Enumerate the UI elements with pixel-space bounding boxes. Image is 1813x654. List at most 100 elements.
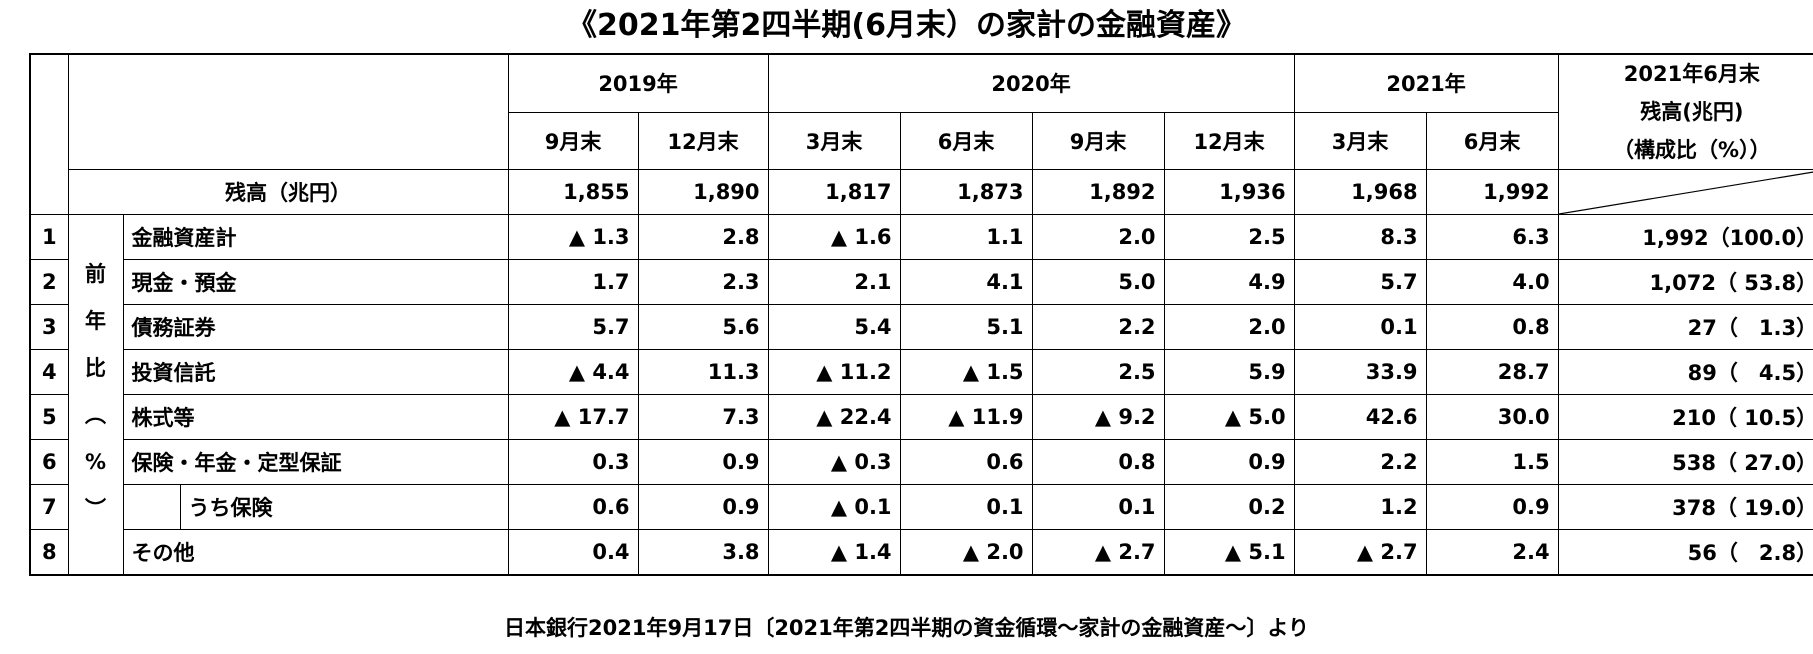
balance-share-value: 210（ 10.5） — [1557, 394, 1813, 440]
yoy-value: 11.3 — [637, 349, 769, 395]
yoy-value: 42.6 — [1293, 394, 1427, 440]
side-label-char: ︶ — [85, 497, 106, 521]
yoy-value: 2.8 — [637, 214, 769, 260]
row-label: 株式等 — [122, 394, 509, 440]
header-year-row: 2019年 2020年 2021年 2021年6月末 残高(兆円) （構成比（%… — [29, 53, 1813, 215]
row-label: 保険・年金・定型保証 — [122, 439, 509, 485]
yoy-value: ▲ 5.0 — [1163, 394, 1295, 440]
yoy-value: 2.4 — [1425, 529, 1559, 576]
yoy-value: ▲ 11.2 — [767, 349, 901, 395]
source-note: 日本銀行2021年9月17日〔2021年第2四半期の資金循環～家計の金融資産～〕… — [504, 616, 1309, 640]
row-label: 現金・預金 — [122, 259, 509, 305]
yoy-value: 5.7 — [1293, 259, 1427, 305]
yoy-value: 0.1 — [1293, 304, 1427, 350]
header-year-2020: 2020年 — [767, 53, 1295, 113]
yoy-value: 0.1 — [1031, 484, 1165, 530]
yoy-percent-side-label: 前年比 ︵% ︶ — [67, 214, 124, 576]
yoy-value: 1.5 — [1425, 439, 1559, 485]
header-month: 12月末 — [1163, 111, 1295, 171]
yoy-value: 6.3 — [1425, 214, 1559, 260]
yoy-value: ▲ 17.7 — [507, 394, 639, 440]
yoy-value: 0.9 — [1163, 439, 1295, 485]
balance-value: 1,817 — [767, 169, 901, 215]
yoy-value: ▲ 22.4 — [767, 394, 901, 440]
yoy-value: 2.5 — [1031, 349, 1165, 395]
balance-row-label: 残高（兆円） — [67, 169, 509, 215]
balance-share-value: 56（ 2.8） — [1557, 529, 1813, 576]
yoy-value: ▲ 4.4 — [507, 349, 639, 395]
yoy-value: 2.3 — [637, 259, 769, 305]
header-month: 12月末 — [637, 111, 769, 171]
balance-value: 1,992 — [1425, 169, 1559, 215]
balance-share-value: 27（ 1.3） — [1557, 304, 1813, 350]
table-row: 8 その他 0.4 3.8 ▲ 1.4 ▲ 2.0 ▲ 2.7 ▲ 5.1 ▲ 2.7 2.4 56… — [29, 529, 1813, 576]
row-label: その他 — [122, 529, 509, 576]
header-balance-june-2021: 2021年6月末 残高(兆円) （構成比（%）） — [1557, 53, 1813, 170]
yoy-value: 0.9 — [637, 439, 769, 485]
balance-share-value: 1,992（100.0） — [1557, 214, 1813, 260]
balance-share-value: 1,072（ 53.8） — [1557, 259, 1813, 305]
header-month: 3月末 — [767, 111, 901, 171]
yoy-value: 0.6 — [507, 484, 639, 530]
balance-share-value: 89（ 4.5） — [1557, 349, 1813, 395]
yoy-value: 2.0 — [1163, 304, 1295, 350]
yoy-value: ▲ 1.3 — [507, 214, 639, 260]
yoy-value: 0.1 — [899, 484, 1033, 530]
balance-value: 1,892 — [1031, 169, 1165, 215]
yoy-value: 1.7 — [507, 259, 639, 305]
side-label-char: % — [84, 450, 107, 474]
yoy-value: 0.3 — [507, 439, 639, 485]
yoy-value: 5.7 — [507, 304, 639, 350]
header-month-row: 9月末 12月末 3月末 6月末 9月末 12月末 3月末 6月末 — [30, 111, 1813, 171]
yoy-value: ▲ 1.6 — [767, 214, 901, 260]
row-index: 1 — [29, 214, 69, 260]
header-month: 6月末 — [1425, 111, 1559, 171]
table-row: 1 前年比 ︵% ︶ 金融資産計 ▲ 1.3 2.8 ▲ 1.6 1.1 2.0 2.5 8.3 6.3… — [29, 214, 1813, 576]
yoy-value: 5.4 — [767, 304, 901, 350]
row-label: 債務証券 — [122, 304, 509, 350]
yoy-value: 0.6 — [899, 439, 1033, 485]
row-index: 2 — [29, 259, 69, 305]
yoy-value: 0.8 — [1425, 304, 1559, 350]
side-label-char: 年 — [85, 309, 106, 333]
yoy-value: 5.6 — [637, 304, 769, 350]
header-balance-line-3: （構成比（%）） — [1613, 138, 1771, 162]
header-balance-line-2: 残高(兆円) — [1640, 100, 1744, 124]
yoy-value: 4.1 — [899, 259, 1033, 305]
balance-share-value: 538（ 27.0） — [1557, 439, 1813, 485]
diagonal-blank-cell — [1557, 169, 1813, 215]
row-index: 6 — [29, 439, 69, 485]
yoy-value: ▲ 5.1 — [1163, 529, 1295, 576]
yoy-value: 2.0 — [1031, 214, 1165, 260]
balance-value: 1,873 — [899, 169, 1033, 215]
yoy-value: ▲ 0.3 — [767, 439, 901, 485]
yoy-value: 5.1 — [899, 304, 1033, 350]
table-row: 3 債務証券 5.7 5.6 5.4 5.1 2.2 2.0 0.1 0.8 27（ 1.3） — [29, 304, 1813, 350]
yoy-value: 4.9 — [1163, 259, 1295, 305]
header-balance-line-1: 2021年6月末 — [1623, 62, 1760, 86]
yoy-value: ▲ 11.9 — [899, 394, 1033, 440]
row-label: うち保険 — [179, 484, 509, 530]
header-year-2021: 2021年 — [1293, 53, 1559, 113]
table-row: 6 保険・年金・定型保証 0.3 0.9 ▲ 0.3 0.6 0.8 0.9 2.2 1.5 538… — [29, 439, 1813, 485]
balance-row: 残高（兆円） 1,855 1,890 1,817 1,873 1,892 1,9… — [30, 169, 1813, 215]
table-row: 5 株式等 ▲ 17.7 7.3 ▲ 22.4 ▲ 11.9 ▲ 9.2 ▲ 5.0 42.6 3… — [29, 394, 1813, 440]
side-label-char: ︵ — [85, 403, 106, 427]
yoy-value: ▲ 1.4 — [767, 529, 901, 576]
yoy-value: 5.0 — [1031, 259, 1165, 305]
yoy-value: 7.3 — [637, 394, 769, 440]
side-label-char: 前 — [85, 262, 106, 286]
yoy-value: 2.5 — [1163, 214, 1295, 260]
balance-value: 1,936 — [1163, 169, 1295, 215]
row-index: 5 — [29, 394, 69, 440]
yoy-value: ▲ 1.5 — [899, 349, 1033, 395]
yoy-value: 0.9 — [637, 484, 769, 530]
header-month: 6月末 — [899, 111, 1033, 171]
indent-spacer — [122, 484, 181, 530]
balance-value: 1,855 — [507, 169, 639, 215]
yoy-value: 0.4 — [507, 529, 639, 576]
yoy-value: 2.2 — [1031, 304, 1165, 350]
balance-share-value: 378（ 19.0） — [1557, 484, 1813, 530]
row-label: 投資信託 — [122, 349, 509, 395]
yoy-value: 5.9 — [1163, 349, 1295, 395]
